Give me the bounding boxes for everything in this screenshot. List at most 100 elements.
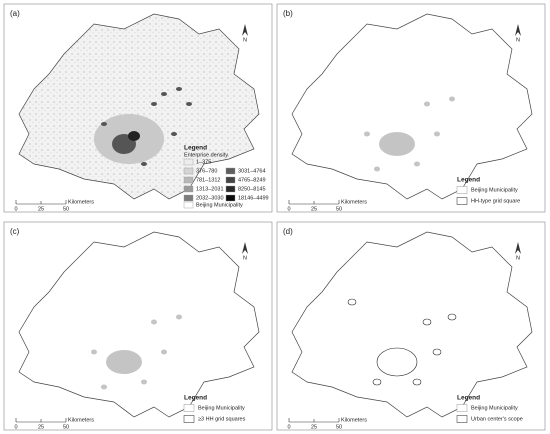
legend-subtitle: Enterprise density (184, 152, 228, 158)
cluster (364, 131, 370, 137)
legend-swatch (456, 415, 468, 423)
legend-title: Legend (457, 177, 480, 184)
north-arrow (242, 24, 248, 36)
legend-label: Beijing Municipality (196, 202, 243, 208)
legend-swatch (225, 167, 236, 175)
legend-label: 1313–2031 (196, 186, 224, 192)
legend-swatch (456, 197, 468, 205)
cluster (106, 350, 142, 374)
panel-label: (a) (10, 9, 20, 18)
cluster (101, 384, 107, 390)
cluster (422, 318, 432, 326)
cluster (412, 378, 422, 386)
legend-label: HH-type grid square (471, 198, 520, 204)
scale-bar (288, 418, 340, 423)
legend-label: 3031–4764 (238, 168, 266, 174)
scale-unit: Kilometers (341, 417, 367, 423)
cluster (101, 122, 107, 126)
north-arrow (515, 242, 521, 254)
legend-label: 8250–8145 (238, 186, 266, 192)
cluster (379, 132, 415, 156)
cluster (376, 347, 418, 377)
scale-bar (15, 418, 67, 423)
scale-tick-label: 25 (311, 424, 317, 430)
legend-swatch (183, 404, 195, 412)
cluster (128, 131, 140, 141)
legend-label: 2032–3030 (196, 195, 224, 201)
cluster (161, 349, 167, 355)
legend-swatch (183, 185, 194, 193)
legend-swatch (456, 404, 468, 412)
cluster (91, 349, 97, 355)
cluster (151, 102, 157, 106)
scale-tick-label: 25 (38, 206, 44, 212)
legend-label: Beijing Municipality (471, 187, 518, 193)
north-label: N (243, 37, 247, 43)
cluster (424, 101, 430, 107)
scale-tick-label: 0 (14, 424, 17, 430)
north-label: N (516, 255, 520, 261)
scale-tick-label: 25 (38, 424, 44, 430)
legend-label: 18146–4499 (238, 195, 269, 201)
legend-title: Legend (184, 395, 207, 402)
cluster (171, 132, 177, 136)
legend-label: 376–780 (196, 168, 217, 174)
panel-label: (b) (283, 9, 293, 18)
scale-tick-label: 25 (311, 206, 317, 212)
cluster (374, 166, 380, 172)
north-label: N (243, 255, 247, 261)
legend-swatch (183, 194, 194, 202)
legend-label: ≥3 HH grid squares (198, 416, 246, 422)
cluster (161, 92, 167, 96)
legend-swatch (183, 176, 194, 184)
cluster (347, 298, 357, 306)
cluster (151, 319, 157, 325)
scale-unit: Kilometers (341, 199, 367, 205)
legend-title: Legend (184, 145, 207, 152)
scale-unit: Kilometers (68, 199, 94, 205)
cluster (432, 348, 442, 356)
cluster (176, 314, 182, 320)
scale-tick-label: 50 (63, 424, 69, 430)
cluster (434, 131, 440, 137)
legend-swatch (225, 176, 236, 184)
legend-swatch (225, 194, 236, 202)
north-arrow (515, 24, 521, 36)
scale-unit: Kilometers (68, 417, 94, 423)
legend-title: Legend (457, 395, 480, 402)
scale-bar (288, 200, 340, 205)
legend-swatch (183, 415, 195, 423)
legend-label: 781–1312 (196, 177, 220, 183)
legend-swatch (456, 186, 468, 194)
north-label: N (516, 37, 520, 43)
legend-label: 4765–8249 (238, 177, 266, 183)
cluster (141, 162, 147, 166)
north-arrow (242, 242, 248, 254)
cluster (449, 96, 455, 102)
cluster (372, 378, 382, 386)
scale-tick-label: 0 (14, 206, 17, 212)
cluster (141, 379, 147, 385)
scale-tick-label: 50 (63, 206, 69, 212)
legend-label: 1–375 (196, 159, 211, 165)
cluster (447, 313, 457, 321)
legend-swatch (183, 201, 194, 209)
legend-label: Beijing Municipality (471, 405, 518, 411)
legend-label: Urban center's scope (471, 416, 523, 422)
cluster (414, 161, 420, 167)
scale-tick-label: 0 (287, 206, 290, 212)
panel-label: (d) (283, 227, 293, 236)
panel-label: (c) (10, 227, 20, 236)
scale-tick-label: 0 (287, 424, 290, 430)
legend-swatch (183, 167, 194, 175)
cluster (176, 87, 182, 91)
scale-tick-label: 50 (336, 206, 342, 212)
legend-swatch (225, 185, 236, 193)
legend-label: Beijing Municipality (198, 405, 245, 411)
cluster (186, 102, 192, 106)
